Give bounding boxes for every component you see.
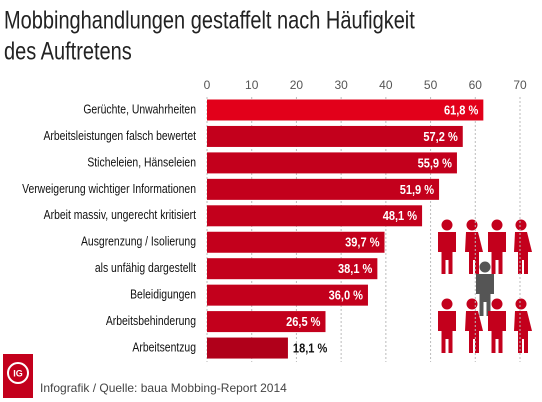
value-label: 39,7 % [345, 235, 380, 250]
y-tick-label: Gerüchte, Unwahrheiten [83, 102, 196, 116]
chart-title: des Auftretens [4, 38, 132, 66]
value-label: 55,9 % [418, 155, 453, 170]
x-tick-label: 30 [334, 78, 348, 92]
value-label: 18,1 % [293, 341, 328, 356]
x-tick-label: 70 [513, 78, 527, 92]
source: Infografik / Quelle: baua Mobbing-Report… [40, 381, 287, 395]
value-label: 36,0 % [329, 288, 364, 303]
bar [207, 311, 326, 333]
bar [207, 258, 378, 280]
x-tick-label: 50 [424, 78, 438, 92]
y-tick-label: Ausgrenzung / Isolierung [81, 235, 196, 249]
people-icons [438, 219, 532, 353]
value-label: 57,2 % [423, 129, 458, 144]
logo: IG [3, 354, 33, 398]
bar [207, 178, 440, 200]
y-tick-label: Sticheleien, Hänseleien [87, 155, 196, 169]
x-tick-label: 60 [469, 78, 483, 92]
chart-title: Mobbinghandlungen gestaffelt nach Häufig… [4, 7, 415, 35]
y-tick-label: Arbeitsbehinderung [106, 314, 196, 328]
bar [207, 231, 385, 253]
x-tick-label: 10 [245, 78, 259, 92]
value-label: 61,8 % [444, 103, 479, 118]
bar [207, 205, 423, 227]
value-label: 26,5 % [286, 314, 321, 329]
y-tick-label: Arbeitsleistungen falsch bewertet [43, 129, 196, 143]
y-tick-label: Verweigerung wichtiger Informationen [22, 182, 196, 196]
x-tick-label: 20 [290, 78, 304, 92]
y-tick-label: Arbeit massiv, ungerecht kritisiert [44, 208, 197, 222]
value-label: 51,9 % [400, 182, 435, 197]
y-tick-label: als unfähig dargestellt [95, 261, 197, 275]
bar [207, 337, 288, 359]
y-tick-label: Arbeitsentzug [132, 340, 196, 354]
value-label: 38,1 % [338, 261, 373, 276]
bar [207, 99, 484, 121]
bar [207, 125, 463, 147]
svg-text:IG: IG [13, 368, 23, 378]
bar [207, 152, 457, 174]
value-label: 48,1 % [383, 208, 418, 223]
y-tick-label: Beleidigungen [130, 288, 196, 302]
x-tick-label: 0 [204, 78, 211, 92]
x-tick-label: 40 [379, 78, 393, 92]
bar [207, 284, 368, 306]
